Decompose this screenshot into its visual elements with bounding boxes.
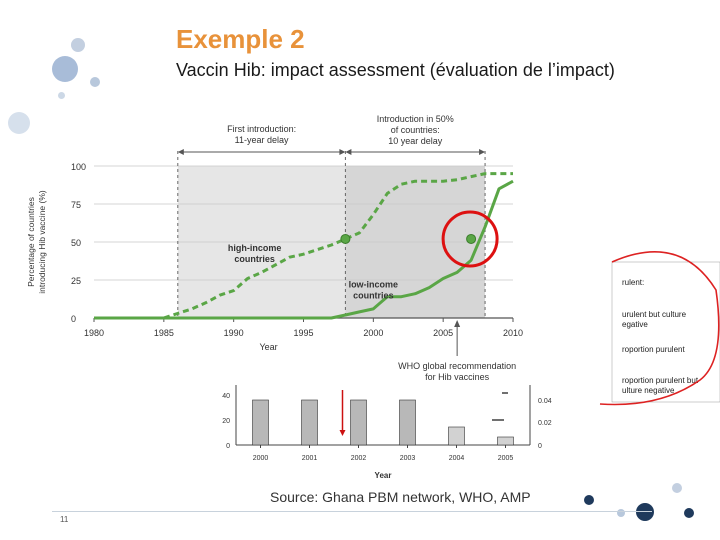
inset-y-tick-label: 20 [222, 418, 230, 425]
inset-bar [252, 399, 269, 446]
y-tick-label: 75 [71, 200, 81, 210]
annotation-fifty-percent: Introduction in 50% [377, 114, 454, 124]
y-tick-label: 100 [71, 162, 86, 172]
inset-x-tick-label: 2005 [498, 455, 514, 462]
decor-dot [684, 508, 694, 518]
side-legend-text: rulent: [622, 278, 644, 287]
fifty-percent-marker [466, 233, 477, 244]
inset-bar [350, 399, 367, 446]
source-caption: Source: Ghana PBM network, WHO, AMP [270, 489, 531, 505]
fifty-percent-arrow-head [345, 149, 352, 155]
side-legend-text: roportion purulent but [622, 376, 699, 385]
inset-x-tick-label: 2004 [449, 455, 465, 462]
slide-subtitle: Vaccin Hib: impact assessment (évaluatio… [176, 60, 615, 80]
annotation-fifty-percent: of countries: [391, 125, 440, 135]
inset-red-arrowhead [339, 430, 346, 436]
first-intro-arrow-head [339, 149, 346, 155]
page-number: 11 [60, 515, 69, 524]
decor-dot [58, 92, 65, 99]
decor-dot [617, 509, 625, 517]
decor-dot [90, 77, 100, 87]
side-legend-text: urulent but culture [622, 310, 687, 319]
inset-bar [301, 399, 318, 446]
x-tick-label: 1995 [293, 328, 313, 338]
y-tick-label: 50 [71, 238, 81, 248]
x-tick-label: 1990 [224, 328, 244, 338]
y-tick-label: 25 [71, 276, 81, 286]
inset-bar [399, 399, 416, 446]
series-label-high-income: countries [234, 254, 275, 264]
main-line-chart: 0 25 50 75 100 1980 1985 1990 1995 2000 2005 2010 Ye… [26, 114, 523, 382]
inset-bar [448, 426, 465, 446]
decor-dot [672, 483, 682, 493]
slide-title: Exemple 2 [176, 24, 305, 54]
annotation-first-intro: First introduction: [227, 124, 296, 134]
inset-right-tick-label: 0.02 [538, 420, 552, 427]
inset-x-axis-title: Year [375, 471, 392, 480]
y-tick-label: 0 [71, 314, 76, 324]
x-tick-label: 1985 [154, 328, 174, 338]
x-tick-label: 2000 [363, 328, 383, 338]
side-red-ellipse [599, 250, 720, 406]
series-label-high-income: high-income [228, 243, 282, 253]
x-tick-label: 2005 [433, 328, 453, 338]
fifty-percent-arrow-head [479, 149, 486, 155]
inset-x-tick-label: 2003 [400, 455, 416, 462]
side-legend-text: ulture negative [622, 386, 675, 395]
x-tick-label: 1980 [84, 328, 104, 338]
x-tick-label: 2010 [503, 328, 523, 338]
who-recommendation-arrowhead [454, 320, 461, 327]
inset-bar [497, 436, 514, 446]
inset-x-tick-label: 2000 [253, 455, 269, 462]
inset-right-tick-label: 0.04 [538, 398, 552, 405]
fifty-percent-marker [340, 233, 351, 244]
highlight-circle [441, 210, 499, 268]
inset-x-tick-label: 2002 [351, 455, 367, 462]
series-high-income-line [94, 172, 513, 320]
decor-dot [584, 495, 594, 505]
annotation-fifty-percent: 10 year delay [388, 136, 443, 146]
who-recommendation-label: WHO global recommendation [398, 361, 516, 371]
inset-bar-chart: 40 20 0 0.04 0.02 0 2000 2001 2002 2003 2004 2005 Ye… [222, 385, 552, 480]
inset-y-tick-label: 40 [222, 393, 230, 400]
annotation-first-intro: 11-year delay [235, 135, 289, 145]
who-recommendation-label: for Hib vaccines [425, 372, 490, 382]
side-legend-text: roportion purulent [622, 345, 685, 354]
side-legend-text: egative [622, 320, 648, 329]
inset-y-tick-label: 0 [226, 443, 230, 450]
series-label-low-income: countries [353, 291, 394, 301]
decor-dot [636, 503, 654, 521]
inset-x-tick-label: 2001 [302, 455, 318, 462]
decor-dot [8, 112, 30, 134]
decor-dot [71, 38, 85, 52]
footer-divider [52, 511, 652, 512]
first-intro-arrow-head [177, 149, 184, 155]
decor-dot [52, 56, 78, 82]
series-label-low-income: low-income [349, 280, 399, 290]
series-low-income-line [94, 179, 514, 320]
y-axis-title: Percentage of countriesintroducing Hib v… [26, 190, 47, 294]
x-axis-title: Year [259, 342, 277, 352]
inset-right-tick-label: 0 [538, 443, 542, 450]
